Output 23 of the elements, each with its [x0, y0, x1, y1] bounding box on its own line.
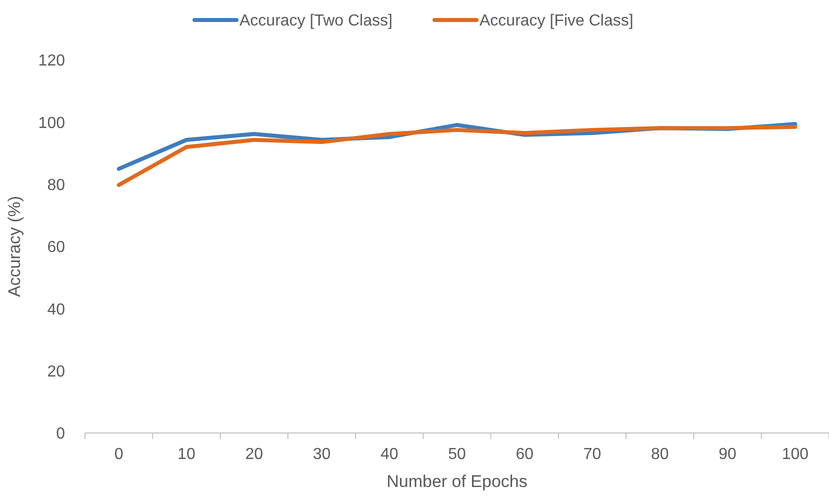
line-series: [116, 124, 798, 187]
x-axis-title: Number of Epochs: [386, 472, 528, 491]
y-tick-label: 80: [47, 176, 66, 194]
y-tick-label: 120: [38, 52, 66, 70]
y-axis-title: Accuracy (%): [5, 196, 24, 298]
y-tick-label: 40: [47, 301, 66, 318]
x-tick-label: 90: [718, 446, 737, 463]
y-tick-label: 60: [47, 239, 66, 256]
legend-label: Accuracy [Two Class]: [240, 12, 392, 30]
x-tick-label: 40: [380, 446, 398, 463]
y-tick-label: 0: [56, 426, 66, 443]
x-tick-label: 50: [448, 446, 466, 463]
x-tick-label: 60: [516, 446, 534, 463]
x-tick-label: 10: [178, 446, 196, 463]
legend-label: Accuracy [Five Class]: [480, 12, 634, 30]
x-tick-label: 20: [245, 446, 264, 463]
x-tick-label: 0: [114, 446, 124, 463]
x-tick-label: 100: [782, 446, 809, 463]
x-tick-label: 70: [583, 446, 602, 463]
x-tick-label: 30: [312, 446, 331, 463]
y-tick-label: 100: [38, 114, 66, 132]
y-tick-label: 20: [47, 363, 66, 380]
x-tick-label: 80: [651, 446, 669, 463]
